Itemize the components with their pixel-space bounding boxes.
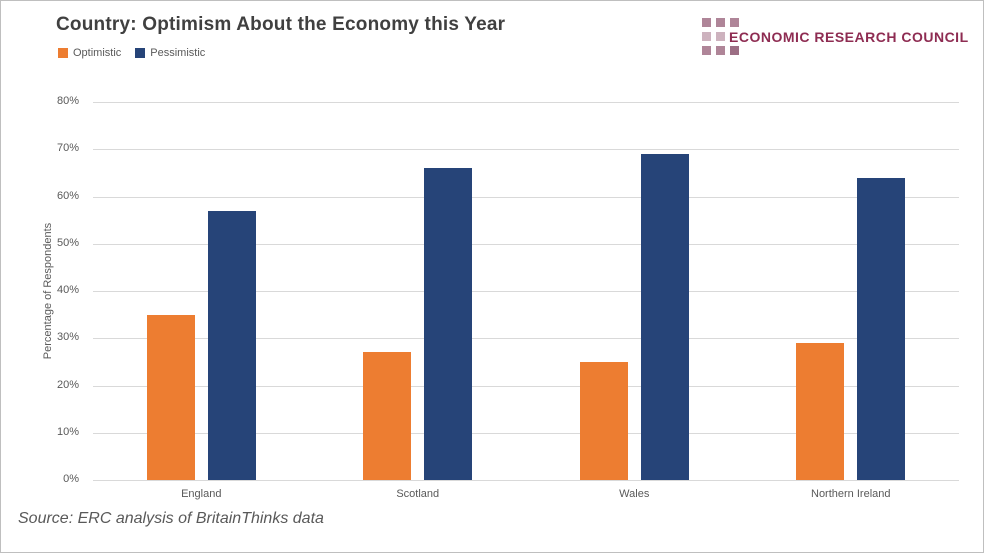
plot-area xyxy=(93,102,960,481)
legend-label-pessimistic: Pessimistic xyxy=(150,47,206,59)
bar-optimistic-scotland xyxy=(363,352,412,480)
logo-square xyxy=(716,46,725,55)
x-axis-label-england: England xyxy=(181,488,222,500)
legend-item-pessimistic: Pessimistic xyxy=(135,47,205,59)
legend-swatch-optimistic xyxy=(58,48,68,58)
y-tick-label: 10% xyxy=(56,425,79,438)
logo-square xyxy=(730,46,739,55)
gridline xyxy=(93,432,959,434)
erc-logo-grid-icon xyxy=(702,18,739,55)
bar-group-england xyxy=(93,102,310,480)
source-note: Source: ERC analysis of BritainThinks da… xyxy=(18,510,324,527)
y-tick-label: 30% xyxy=(56,331,79,344)
bar-pessimistic-scotland xyxy=(424,168,473,480)
logo-square xyxy=(702,18,711,27)
legend-swatch-pessimistic xyxy=(135,48,146,58)
logo-square xyxy=(702,32,711,41)
gridline xyxy=(93,196,959,198)
y-tick-label: 50% xyxy=(56,236,79,249)
bar-pessimistic-wales xyxy=(640,153,689,480)
gridline xyxy=(93,291,959,292)
x-axis-label-northern-ireland: Northern Ireland xyxy=(811,488,891,500)
chart-title: Country: Optimism About the Economy this… xyxy=(56,14,506,35)
y-tick-label: 70% xyxy=(56,142,79,155)
bar-pessimistic-england xyxy=(207,210,256,480)
gridline xyxy=(93,338,959,340)
gridline xyxy=(93,243,959,245)
erc-logo: ECONOMIC RESEARCH COUNCIL xyxy=(702,18,968,55)
y-tick-label: 20% xyxy=(56,378,79,391)
x-axis-label-scotland: Scotland xyxy=(396,488,440,500)
bar-group-northern-ireland xyxy=(743,102,960,480)
y-tick-label: 0% xyxy=(63,473,79,485)
x-axis-label-wales: Wales xyxy=(619,488,650,500)
y-tick-label: 80% xyxy=(56,95,79,107)
logo-square xyxy=(716,18,725,27)
bar-group-scotland xyxy=(310,102,527,480)
bar-group-wales xyxy=(526,102,743,480)
bar-optimistic-england xyxy=(146,314,195,480)
gridline xyxy=(93,385,959,387)
y-tick-label: 60% xyxy=(56,189,79,202)
logo-square xyxy=(716,32,725,41)
bar-optimistic-northern-ireland xyxy=(796,342,845,480)
logo-square xyxy=(730,18,739,27)
legend-item-optimistic: Optimistic xyxy=(58,47,121,59)
gridline xyxy=(93,102,959,103)
bar-pessimistic-northern-ireland xyxy=(857,177,906,480)
y-tick-label: 40% xyxy=(56,284,79,296)
bar-optimistic-wales xyxy=(579,361,628,480)
logo-square xyxy=(702,46,711,55)
gridline xyxy=(93,149,959,151)
legend-label-optimistic: Optimistic xyxy=(73,47,122,59)
gridline xyxy=(93,480,959,481)
erc-logo-text: ECONOMIC RESEARCH COUNCIL xyxy=(729,29,969,45)
legend: Optimistic Pessimistic xyxy=(58,47,205,59)
